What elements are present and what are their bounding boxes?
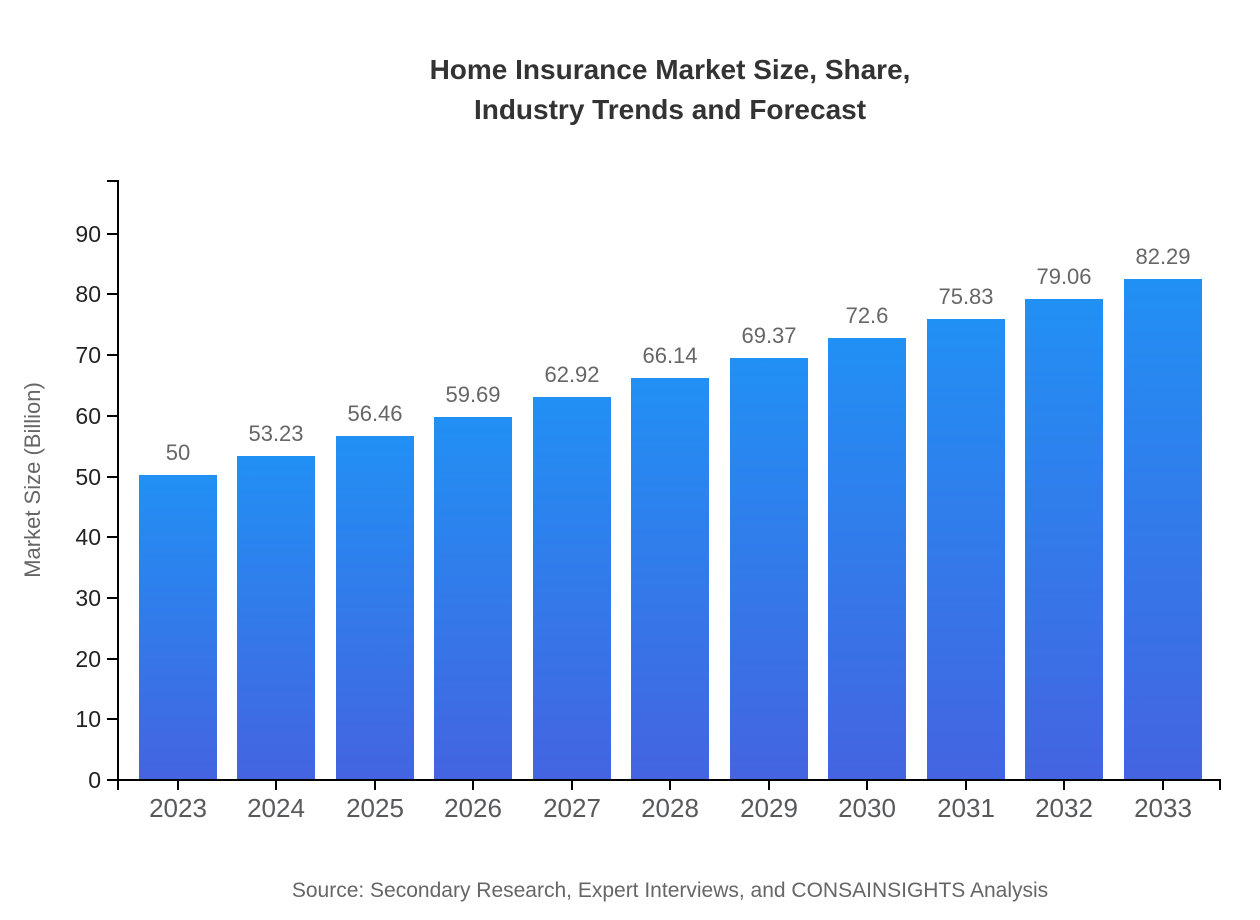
x-tick-label: 2023 (149, 793, 207, 823)
x-tick (669, 781, 671, 790)
y-tick (107, 476, 117, 478)
y-tick (107, 597, 117, 599)
bar-2028 (631, 378, 709, 779)
y-tick-label: 60 (75, 403, 101, 429)
x-axis-endcap-tick (1219, 779, 1221, 790)
y-tick-label: 80 (75, 281, 101, 307)
x-tick-label: 2028 (641, 793, 699, 823)
bar-2032 (1025, 299, 1103, 779)
y-tick (107, 658, 117, 660)
bar-2023 (139, 475, 217, 779)
y-tick-label: 20 (75, 646, 101, 672)
y-tick (107, 779, 117, 781)
bar-2025 (336, 436, 414, 779)
x-tick (275, 781, 277, 790)
y-tick-label: 30 (75, 585, 101, 611)
bar-value-label: 59.69 (445, 382, 501, 407)
bar-value-label: 75.83 (938, 284, 994, 309)
y-tick-label: 10 (75, 706, 101, 732)
y-tick (107, 415, 117, 417)
bar-2030 (828, 338, 906, 779)
y-axis-endcap-tick (107, 180, 117, 182)
bar-2026 (434, 417, 512, 779)
x-tick (866, 781, 868, 790)
chart-title: Home Insurance Market Size, Share, Indus… (80, 50, 1260, 130)
y-tick (107, 718, 117, 720)
x-tick (1162, 781, 1164, 790)
bar-value-label: 82.29 (1135, 244, 1191, 269)
x-tick-label: 2026 (444, 793, 502, 823)
x-axis-line (117, 779, 1221, 781)
bar-value-label: 50 (165, 440, 191, 465)
bar-value-label: 66.14 (642, 343, 698, 368)
x-tick-label: 2031 (937, 793, 995, 823)
y-axis-line (117, 180, 119, 790)
x-tick-label: 2027 (543, 793, 601, 823)
x-tick-label: 2024 (247, 793, 305, 823)
x-tick-label: 2033 (1134, 793, 1192, 823)
bar-2029 (730, 358, 808, 779)
y-tick (107, 293, 117, 295)
x-tick (472, 781, 474, 790)
bar-value-label: 69.37 (741, 323, 797, 348)
bar-value-label: 56.46 (347, 401, 403, 426)
bar-2024 (237, 456, 315, 779)
bar-value-label: 62.92 (544, 362, 600, 387)
source-caption: Source: Secondary Research, Expert Inter… (291, 879, 1049, 902)
x-tick-label: 2032 (1035, 793, 1093, 823)
y-tick-label: 40 (75, 524, 101, 550)
bar-value-label: 53.23 (248, 421, 304, 446)
bar-2027 (533, 397, 611, 779)
x-tick (1063, 781, 1065, 790)
y-tick (107, 536, 117, 538)
chart-title-line-2: Industry Trends and Forecast (473, 94, 867, 125)
x-tick-label: 2025 (346, 793, 404, 823)
x-tick (768, 781, 770, 790)
y-tick (107, 233, 117, 235)
chart-title-line-1: Home Insurance Market Size, Share, (429, 54, 911, 85)
x-tick (177, 781, 179, 790)
bar-value-label: 72.6 (845, 303, 889, 328)
x-tick (965, 781, 967, 790)
y-tick (107, 354, 117, 356)
x-tick-label: 2030 (838, 793, 896, 823)
y-tick-label: 50 (75, 464, 101, 490)
y-tick-label: 70 (75, 342, 101, 368)
x-tick (374, 781, 376, 790)
bar-value-label: 79.06 (1036, 264, 1092, 289)
bar-2031 (927, 319, 1005, 779)
bar-2033 (1124, 279, 1202, 779)
y-tick-label: 0 (88, 767, 101, 793)
x-tick-label: 2029 (740, 793, 798, 823)
y-tick-label: 90 (75, 221, 101, 247)
x-tick (571, 781, 573, 790)
